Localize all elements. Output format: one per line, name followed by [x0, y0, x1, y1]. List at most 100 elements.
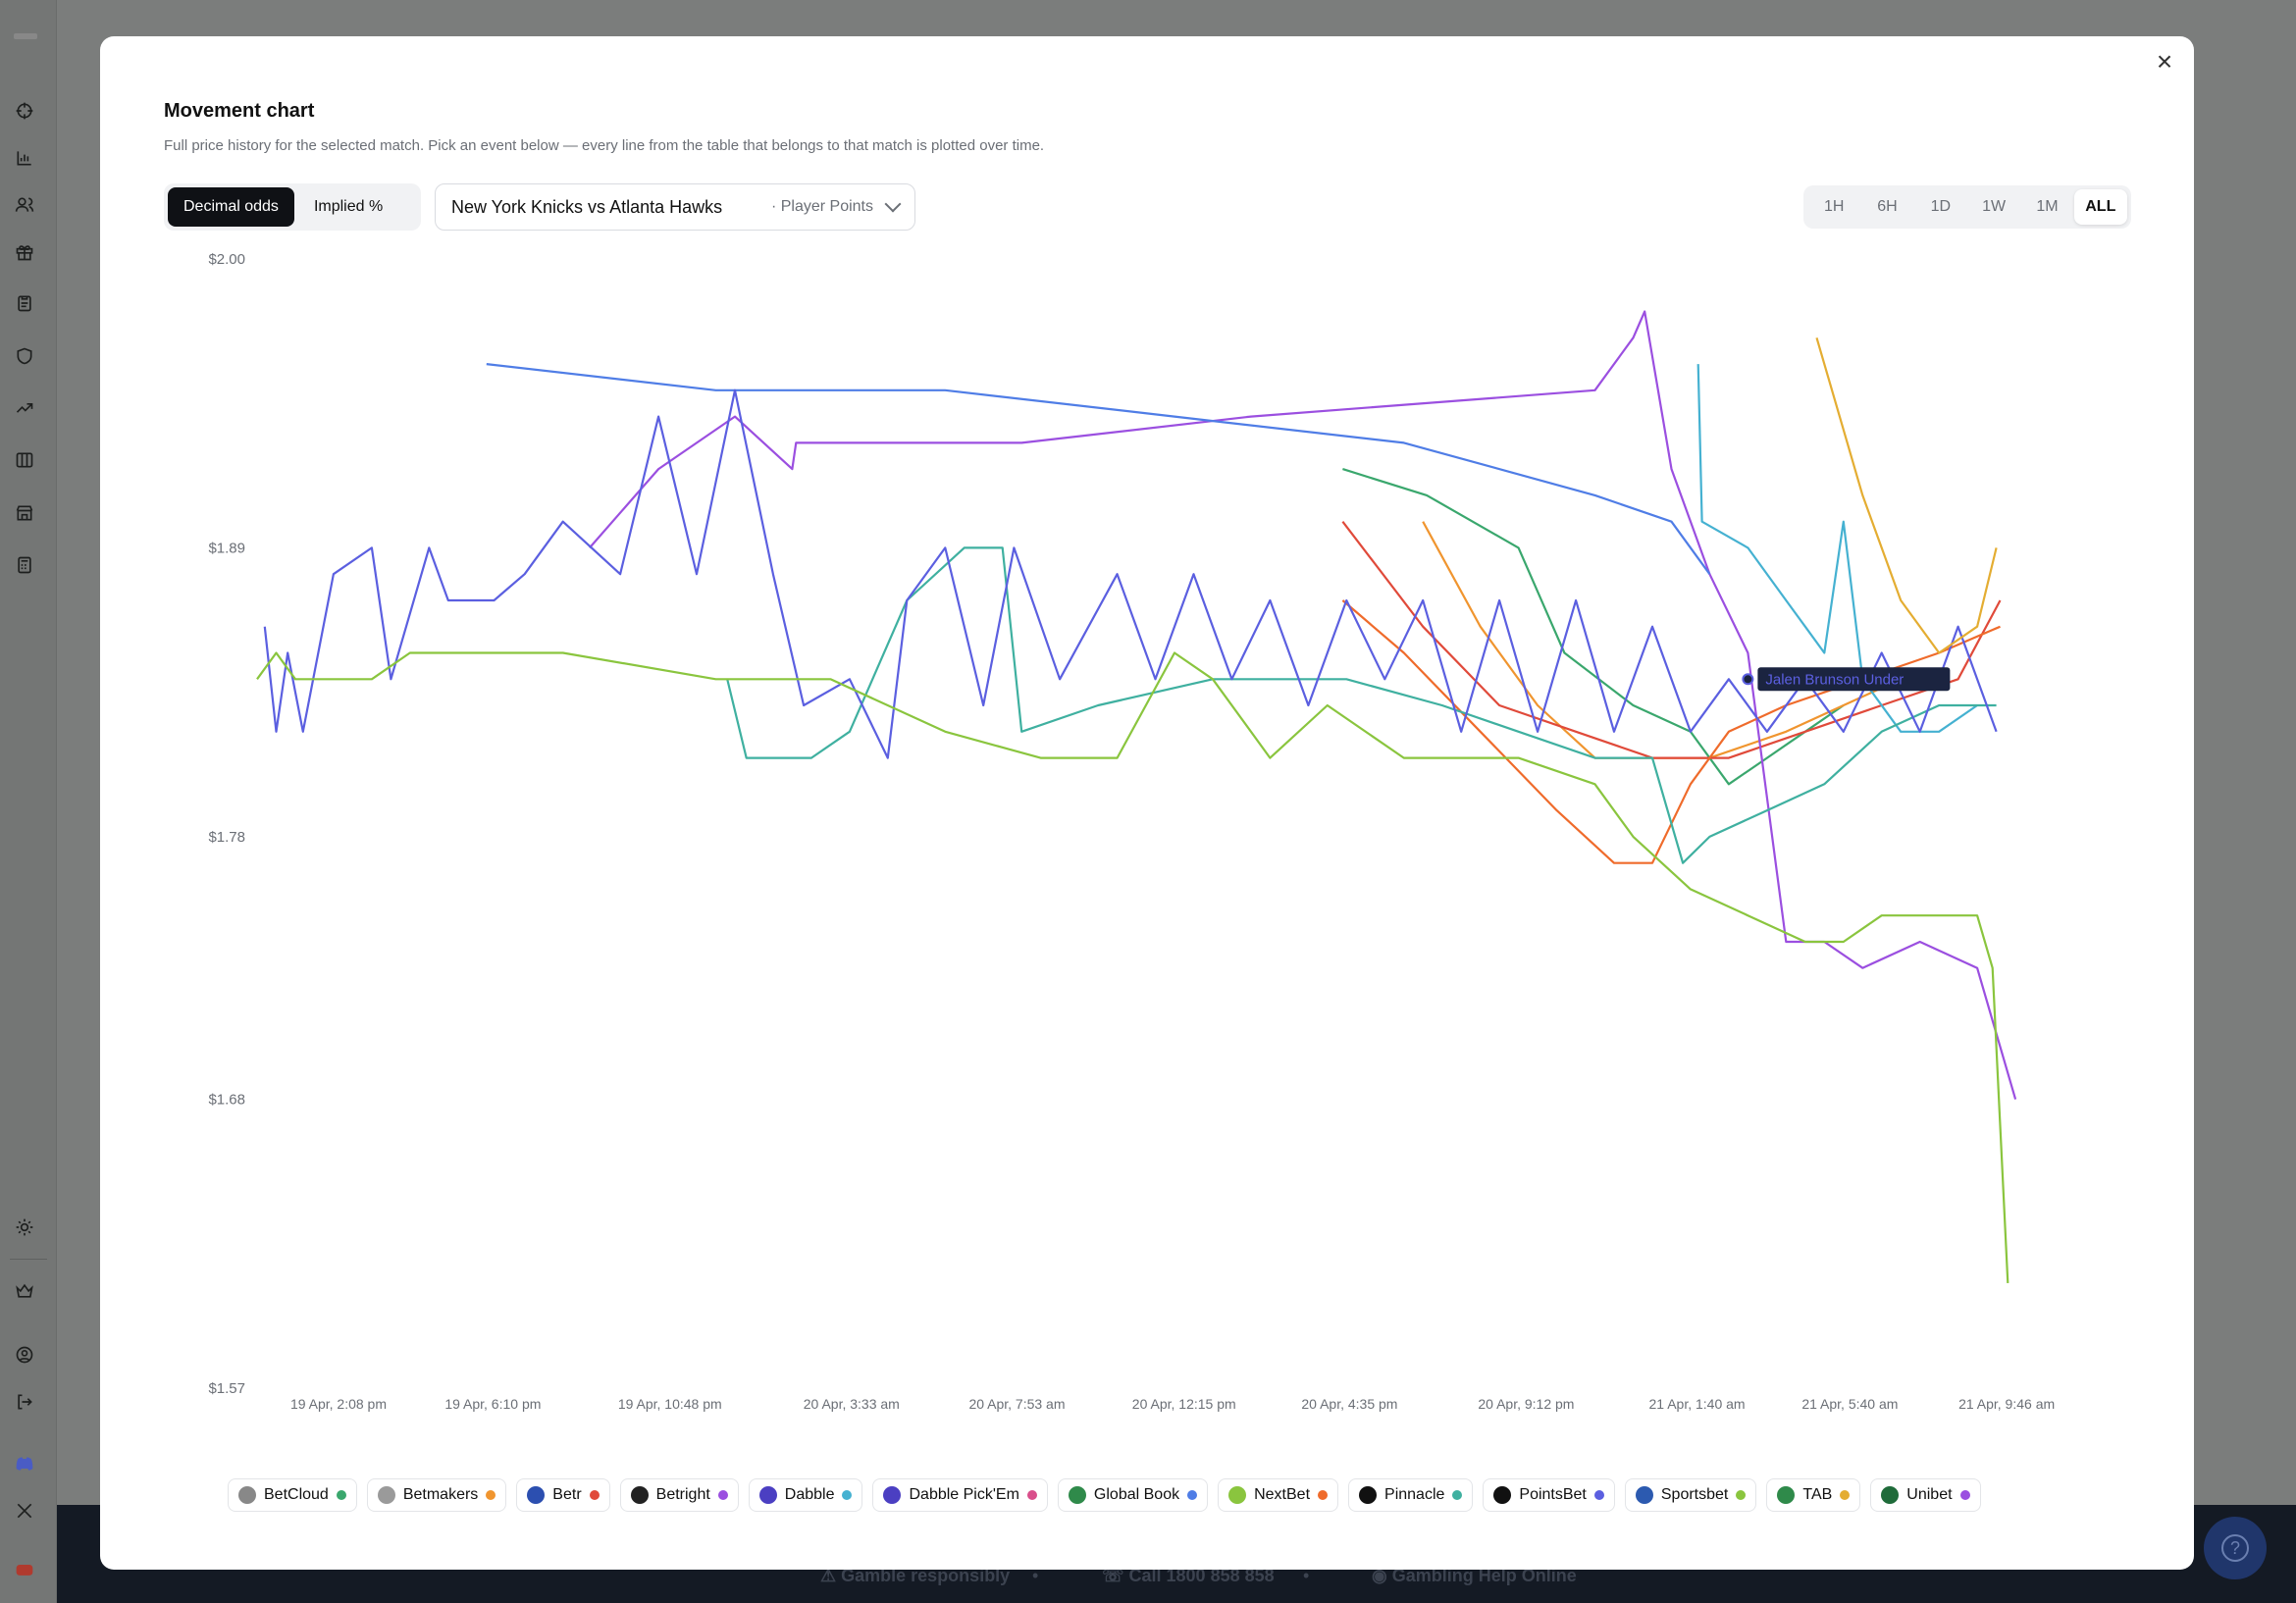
bar-chart-icon[interactable]: [14, 147, 35, 169]
legend-chip-nextbet[interactable]: NextBet: [1218, 1478, 1339, 1512]
event-market: · Player Points: [770, 198, 873, 215]
crown-icon[interactable]: [14, 1280, 35, 1302]
legend-chip-betr[interactable]: Betr: [516, 1478, 610, 1512]
legend-chip-unibet[interactable]: Unibet: [1870, 1478, 1981, 1512]
users-icon[interactable]: [14, 194, 35, 216]
footer-call-text: Call 1800 858 858: [1128, 1566, 1275, 1585]
question-icon: ?: [2221, 1534, 2249, 1562]
x-tick-label: 19 Apr, 6:10 pm: [444, 1396, 541, 1412]
store-icon[interactable]: [14, 502, 35, 524]
tab-logo-icon: [1777, 1486, 1796, 1504]
series-line-betr[interactable]: [1341, 521, 2002, 759]
pointsbet-logo-icon: [1493, 1486, 1512, 1504]
shield-icon[interactable]: [14, 345, 35, 367]
series-line-pinnacle[interactable]: [726, 546, 1997, 864]
legend-color-dot: [1736, 1490, 1747, 1500]
account-icon[interactable]: [14, 1344, 35, 1366]
series-line-tab[interactable]: [1815, 336, 1998, 654]
gift-icon[interactable]: [14, 241, 35, 263]
crosshair-icon[interactable]: [14, 100, 35, 122]
modal-title: Movement chart: [164, 100, 315, 122]
legend-color-dot: [486, 1490, 496, 1500]
movement-line-chart: $2.00 $1.89 $1.78 $1.68 $1.57 19 Apr, 2:08 pm…: [208, 251, 2055, 1412]
footer-call[interactable]: ☏ Call 1800 858 858: [1102, 1566, 1275, 1585]
y-tick-label: $2.00: [208, 251, 245, 268]
betcloud-logo-icon: [238, 1486, 256, 1504]
range-1h-button[interactable]: 1H: [1807, 189, 1860, 225]
x-tick-label: 20 Apr, 9:12 pm: [1478, 1396, 1574, 1412]
legend-label: NextBet: [1254, 1486, 1311, 1503]
series-line-betcloud[interactable]: [1342, 468, 1845, 786]
legend-chip-pointsbet[interactable]: PointsBet: [1483, 1478, 1615, 1512]
dabble-pickem-logo-icon: [883, 1486, 902, 1504]
legend-label: TAB: [1802, 1486, 1833, 1503]
range-6h-button[interactable]: 6H: [1860, 189, 1913, 225]
series-line-pointsbet[interactable]: [263, 388, 1998, 759]
decimal-odds-button[interactable]: Decimal odds: [168, 187, 294, 227]
x-tick-label: 21 Apr, 9:46 am: [1958, 1396, 2055, 1412]
event-name: New York Knicks vs Atlanta Hawks: [451, 196, 723, 217]
legend-chip-pinnacle[interactable]: Pinnacle: [1348, 1478, 1474, 1512]
range-1m-button[interactable]: 1M: [2020, 189, 2073, 225]
help-fab-button[interactable]: ?: [2204, 1517, 2267, 1579]
legend-label: PointsBet: [1519, 1486, 1587, 1503]
youtube-icon[interactable]: [14, 1559, 35, 1580]
series-line-sportsbet[interactable]: [256, 651, 2009, 1283]
legend-color-dot: [1452, 1490, 1463, 1500]
globalbook-logo-icon: [1068, 1486, 1086, 1504]
columns-icon[interactable]: [14, 449, 35, 471]
modal-subtitle: Full price history for the selected matc…: [164, 137, 1045, 154]
x-tick-label: 21 Apr, 5:40 am: [1801, 1396, 1898, 1412]
legend-color-dot: [1593, 1490, 1604, 1500]
footer-gamble-responsibly[interactable]: ⚠ Gamble responsibly: [820, 1566, 1011, 1585]
range-all-button[interactable]: ALL: [2073, 189, 2127, 225]
legend-label: Unibet: [1906, 1486, 1953, 1503]
sun-icon[interactable]: [14, 1216, 35, 1238]
legend-chip-betmakers[interactable]: Betmakers: [366, 1478, 507, 1512]
legend-chip-betright[interactable]: Betright: [619, 1478, 739, 1512]
tooltip-label: Jalen Brunson Under: [1765, 671, 1904, 688]
range-1d-button[interactable]: 1D: [1914, 189, 1967, 225]
legend-color-dot: [1840, 1490, 1851, 1500]
series-line-dabble[interactable]: [1696, 364, 1978, 733]
legend-label: Betmakers: [402, 1486, 479, 1503]
movement-chart-modal: × Movement chart Full price history for …: [100, 36, 2194, 1570]
betmakers-logo-icon: [377, 1486, 395, 1504]
legend-label: Betright: [655, 1486, 710, 1503]
legend-chip-tab[interactable]: TAB: [1766, 1478, 1861, 1512]
event-select[interactable]: New York Knicks vs Atlanta Hawks · Playe…: [435, 183, 915, 231]
legend-color-dot: [1318, 1490, 1329, 1500]
trending-up-icon[interactable]: [14, 397, 35, 419]
calculator-icon[interactable]: [14, 554, 35, 576]
legend-color-dot: [1026, 1490, 1037, 1500]
betright-logo-icon: [630, 1486, 649, 1504]
sportsbet-logo-icon: [1635, 1486, 1653, 1504]
legend-label: Dabble Pick'Em: [909, 1486, 1019, 1503]
footer-help-online[interactable]: ◉ Gambling Help Online: [1372, 1566, 1577, 1585]
legend-color-dot: [1187, 1490, 1198, 1500]
clipboard-icon[interactable]: [14, 292, 35, 314]
legend-chip-betcloud[interactable]: BetCloud: [228, 1478, 357, 1512]
logout-icon[interactable]: [14, 1391, 35, 1413]
legend-chip-global-book[interactable]: Global Book: [1057, 1478, 1209, 1512]
legend-chip-dabble-pick-em[interactable]: Dabble Pick'Em: [872, 1478, 1048, 1512]
x-twitter-icon[interactable]: [14, 1500, 35, 1522]
series-line-global-book[interactable]: [486, 363, 1711, 575]
legend-color-dot: [842, 1490, 853, 1500]
close-button[interactable]: ×: [2149, 46, 2180, 78]
x-tick-label: 21 Apr, 1:40 am: [1649, 1396, 1746, 1412]
x-tick-label: 20 Apr, 4:35 pm: [1301, 1396, 1397, 1412]
series-line-betright[interactable]: [589, 310, 2017, 1100]
legend-chip-dabble[interactable]: Dabble: [748, 1478, 863, 1512]
discord-icon[interactable]: [14, 1453, 35, 1474]
bookmaker-legend: BetCloud Betmakers Betr Betright Dabble Dabbl…: [228, 1478, 2072, 1512]
y-tick-label: $1.57: [208, 1380, 245, 1397]
implied-percent-button[interactable]: Implied %: [298, 187, 398, 227]
footer-separator: •: [1303, 1566, 1310, 1585]
app-logo: [14, 33, 37, 39]
legend-chip-sportsbet[interactable]: Sportsbet: [1624, 1478, 1757, 1512]
betr-logo-icon: [527, 1486, 546, 1504]
legend-label: Sportsbet: [1660, 1486, 1729, 1503]
x-tick-label: 19 Apr, 10:48 pm: [618, 1396, 722, 1412]
range-1w-button[interactable]: 1W: [1967, 189, 2020, 225]
